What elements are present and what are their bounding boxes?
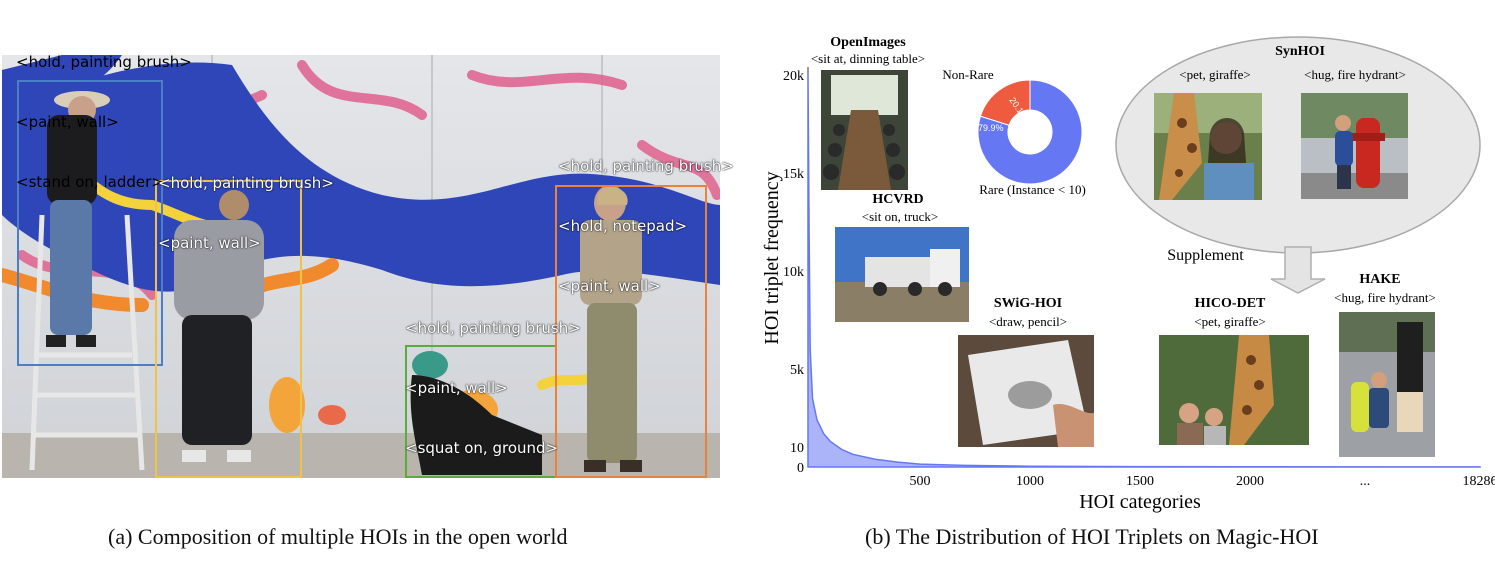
caption-panel-b: (b) The Distribution of HOI Triplets on … [865,524,1319,550]
hoi-label: <paint, wall> [558,276,734,296]
synhoi-title: SynHOI [1270,44,1330,60]
y-tick-label: 0 [797,461,804,476]
hico-example: <pet, giraffe> [1180,314,1280,330]
rare-pct-label: 79.9% [978,123,1004,133]
y-tick-label: 10 [790,441,804,456]
x-tick-label: 1000 [1016,474,1044,489]
openimages-thumbnail [821,70,908,190]
hake-example: <hug, fire hydrant> [1325,290,1445,306]
hoi-label: <squat on, ground> [405,438,581,458]
hoi-labels-person-4: <hold, painting brush> <hold, notepad> <… [558,116,734,336]
openimages-example: <sit at, dinning table> [798,51,938,67]
rare-donut-chart: 20.1% 79.9% [970,72,1090,192]
panel-b: 500 1000 1500 2000... 18286 0 10 5k 10k 15k 20k H… [760,0,1495,568]
hoi-labels-person-3: <hold, painting brush> <paint, wall> <sq… [405,278,581,498]
hico-thumbnail [1159,335,1309,445]
hico-title: HICO-DET [1190,296,1270,312]
swig-example: <draw, pencil> [982,314,1074,330]
x-tick-label: 1500 [1126,474,1154,489]
swig-thumbnail [958,335,1094,447]
x-tick-label: ... [1360,474,1371,489]
x-tick-label: 2000 [1236,474,1264,489]
hoi-label: <paint, wall> [405,378,581,398]
hcvrd-thumbnail [835,227,969,322]
supplement-arrow-icon [1271,247,1325,293]
synhoi-giraffe-thumbnail [1154,93,1262,200]
hoi-label: <hold, painting brush> [558,156,734,176]
hoi-labels-person-2: <hold, painting brush> <paint, wall> [158,133,334,293]
synhoi-example-2: <hug, fire hydrant> [1290,67,1420,83]
hake-title: HAKE [1350,272,1410,288]
openimages-title: OpenImages [818,35,918,51]
hoi-label: <hold, painting brush> [405,318,581,338]
x-axis-label: HOI categories [1079,491,1201,513]
hoi-label: <paint, wall> [158,233,334,253]
hoi-label: <hold, painting brush> [16,52,192,72]
synhoi-example-1: <pet, giraffe> [1160,67,1270,83]
rare-legend-label: Rare (Instance < 10) [970,182,1095,198]
panel-a: <hold, painting brush> <paint, wall> <st… [0,0,760,568]
x-tick-label: 500 [910,474,931,489]
hake-thumbnail [1339,312,1435,457]
y-axis-label: HOI triplet frequency [761,171,783,344]
hoi-label: <hold, notepad> [558,216,734,236]
swig-title: SWiG-HOI [988,296,1068,312]
nonrare-legend-label: Non-Rare [938,67,998,83]
synhoi-hydrant-thumbnail [1301,93,1408,199]
y-tick-label: 15k [783,167,804,182]
caption-panel-a: (a) Composition of multiple HOIs in the … [108,524,568,550]
hoi-label: <hold, painting brush> [158,173,334,193]
y-tick-label: 5k [790,363,804,378]
hcvrd-example: <sit on, truck> [850,209,950,225]
supplement-label: Supplement [1158,247,1253,265]
hcvrd-title: HCVRD [868,192,928,208]
y-tick-label: 10k [783,265,804,280]
x-tick-label: 18286 [1463,474,1495,489]
hoi-label: <paint, wall> [16,112,192,132]
y-tick-label: 20k [783,69,804,84]
